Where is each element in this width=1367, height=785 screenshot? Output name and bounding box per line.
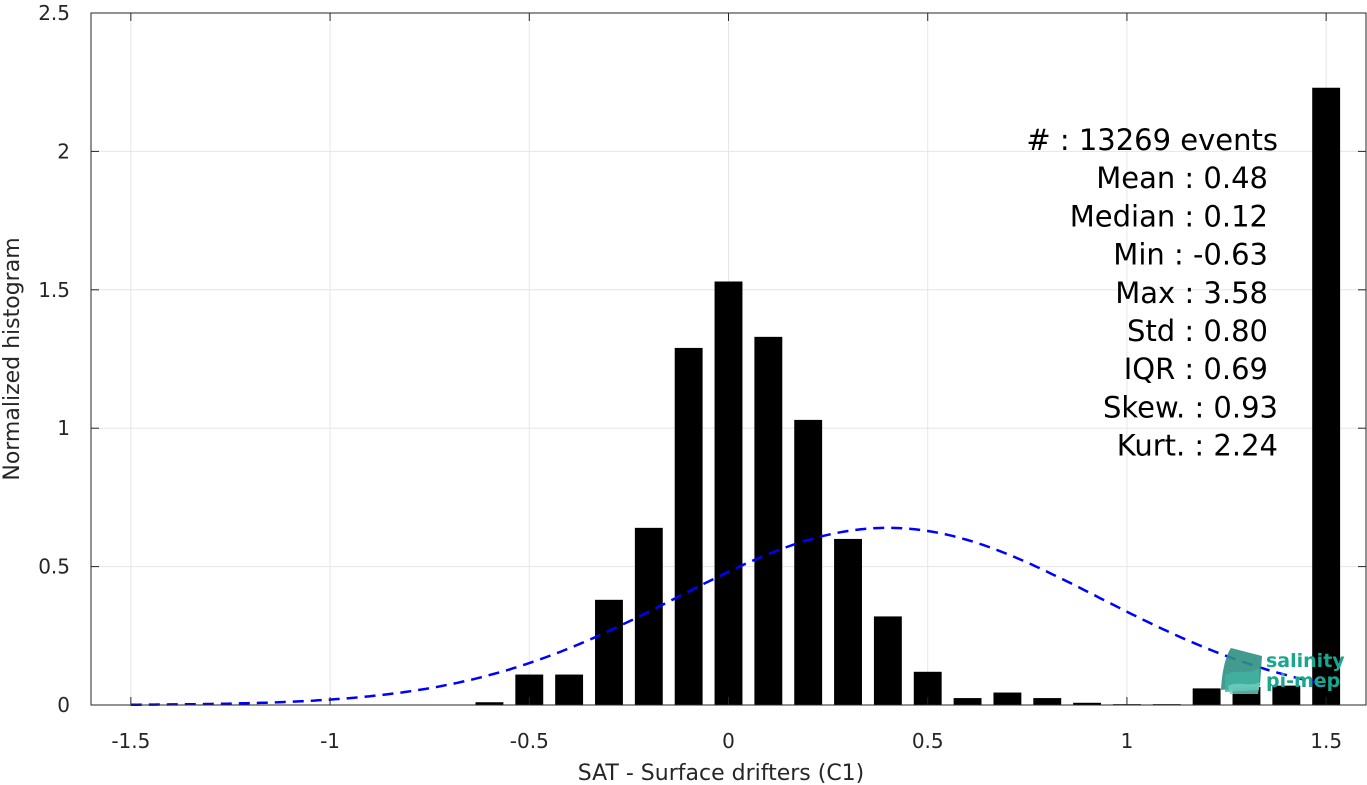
histogram-bar — [953, 698, 982, 705]
y-tick-label: 1.5 — [38, 278, 70, 302]
x-tick-label: 1 — [1121, 729, 1134, 753]
histogram-bar — [555, 674, 584, 705]
stat-line: IQR : 0.69 — [1124, 352, 1268, 386]
x-axis-label: SAT - Surface drifters (C1) — [578, 761, 865, 785]
stat-line: Kurt. : 2.24 — [1117, 429, 1278, 463]
histogram-bar — [873, 616, 902, 705]
histogram-bars — [475, 87, 1341, 705]
x-tick-label: -0.5 — [510, 729, 549, 753]
y-axis-label: Normalized histogram — [0, 237, 25, 480]
histogram-bar — [674, 347, 703, 705]
stat-line: Min : -0.63 — [1113, 238, 1268, 272]
y-tick-label: 2.5 — [38, 1, 70, 25]
stat-line: Std : 0.80 — [1127, 314, 1268, 348]
histogram-bar — [714, 281, 743, 705]
histogram-bar — [634, 527, 663, 705]
x-tick-label: 0 — [722, 729, 735, 753]
histogram-bar — [794, 419, 823, 705]
histogram-bar — [1312, 87, 1341, 705]
x-tick-label: 0.5 — [912, 729, 944, 753]
x-tick-label: -1 — [320, 729, 340, 753]
stat-line: Median : 0.12 — [1070, 199, 1268, 233]
logo-mark-icon — [1221, 648, 1262, 694]
logo-text-salinity: salinity — [1266, 650, 1345, 672]
stat-line: # : 13269 events — [1026, 123, 1278, 157]
logo-text-pimep: pi-mep — [1266, 670, 1340, 692]
histogram-bar — [754, 336, 783, 705]
x-tick-label: 1.5 — [1310, 729, 1342, 753]
y-axis-ticks: 0 0.5 1 1.5 2 2.5 — [38, 1, 1366, 717]
statistics-box: # : 13269 events Mean : 0.48 Median : 0.12… — [1026, 123, 1278, 463]
histogram-bar — [1033, 698, 1062, 705]
histogram-bar — [1192, 688, 1221, 705]
histogram-bar — [1272, 685, 1301, 705]
histogram-bar — [993, 692, 1022, 705]
stat-line: Mean : 0.48 — [1096, 161, 1268, 195]
histogram-bar — [475, 702, 504, 705]
y-tick-label: 0.5 — [38, 555, 70, 579]
y-tick-label: 0 — [57, 693, 70, 717]
y-tick-label: 2 — [57, 139, 70, 163]
histogram-bar — [834, 538, 862, 705]
histogram-bar — [595, 599, 623, 705]
x-tick-label: -1.5 — [111, 729, 150, 753]
stat-line: Skew. : 0.93 — [1103, 390, 1278, 424]
x-axis-ticks: -1.5 -1 -0.5 0 0.5 1 1.5 — [111, 13, 1342, 753]
stat-line: Max : 3.58 — [1115, 276, 1268, 310]
histogram-bar — [1073, 702, 1102, 705]
y-tick-label: 1 — [57, 416, 70, 440]
salinity-pimep-logo: salinity pi-mep — [1221, 648, 1345, 694]
